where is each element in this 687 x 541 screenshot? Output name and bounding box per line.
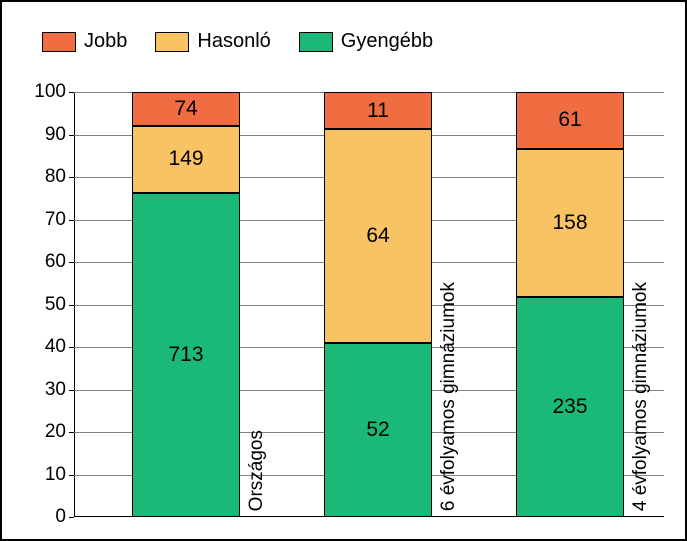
bar-group: 71314974 bbox=[132, 92, 240, 517]
legend-label-jobb: Jobb bbox=[84, 30, 127, 53]
category-label: Országos bbox=[246, 430, 268, 511]
category-label: 4 évfolyamos gimnáziumok bbox=[630, 282, 652, 511]
legend-swatch-gyengebb bbox=[299, 32, 333, 52]
y-tick-label: 20 bbox=[45, 421, 74, 443]
y-tick-label: 10 bbox=[45, 464, 74, 486]
bar-segment: 11 bbox=[324, 92, 432, 129]
category-label: 6 évfolyamos gimnáziumok bbox=[438, 282, 460, 511]
bar-segment: 149 bbox=[132, 126, 240, 194]
legend-swatch-hasonlo bbox=[155, 32, 189, 52]
legend-item-hasonlo: Hasonló bbox=[155, 30, 270, 53]
y-tick-label: 100 bbox=[34, 81, 74, 103]
legend-label-hasonlo: Hasonló bbox=[197, 30, 270, 53]
bar-segment: 74 bbox=[132, 92, 240, 126]
legend-label-gyengebb: Gyengébb bbox=[341, 30, 433, 53]
y-tick-label: 60 bbox=[45, 251, 74, 273]
y-tick-label: 40 bbox=[45, 336, 74, 358]
bar-segment: 64 bbox=[324, 129, 432, 343]
legend-item-jobb: Jobb bbox=[42, 30, 127, 53]
legend: Jobb Hasonló Gyengébb bbox=[42, 30, 433, 53]
bar-group: 526411 bbox=[324, 92, 432, 517]
y-tick-label: 50 bbox=[45, 294, 74, 316]
bar-segment: 158 bbox=[516, 149, 624, 297]
bar-segment: 61 bbox=[516, 92, 624, 149]
legend-swatch-jobb bbox=[42, 32, 76, 52]
plot-area: 010203040506070809010071314974Országos52… bbox=[74, 92, 664, 517]
y-tick-label: 70 bbox=[45, 209, 74, 231]
bar-segment: 52 bbox=[324, 343, 432, 517]
y-tick-label: 80 bbox=[45, 166, 74, 188]
bar-segment: 235 bbox=[516, 297, 624, 517]
chart-container: Jobb Hasonló Gyengébb 0 10 20 30 40 50 60 70 80 9… bbox=[0, 0, 687, 541]
y-tick-label: 90 bbox=[45, 124, 74, 146]
bar-group: 23515861 bbox=[516, 92, 624, 517]
y-tick-label: 30 bbox=[45, 379, 74, 401]
legend-item-gyengebb: Gyengébb bbox=[299, 30, 433, 53]
y-tick-label: 0 bbox=[55, 506, 74, 528]
bar-segment: 713 bbox=[132, 193, 240, 517]
